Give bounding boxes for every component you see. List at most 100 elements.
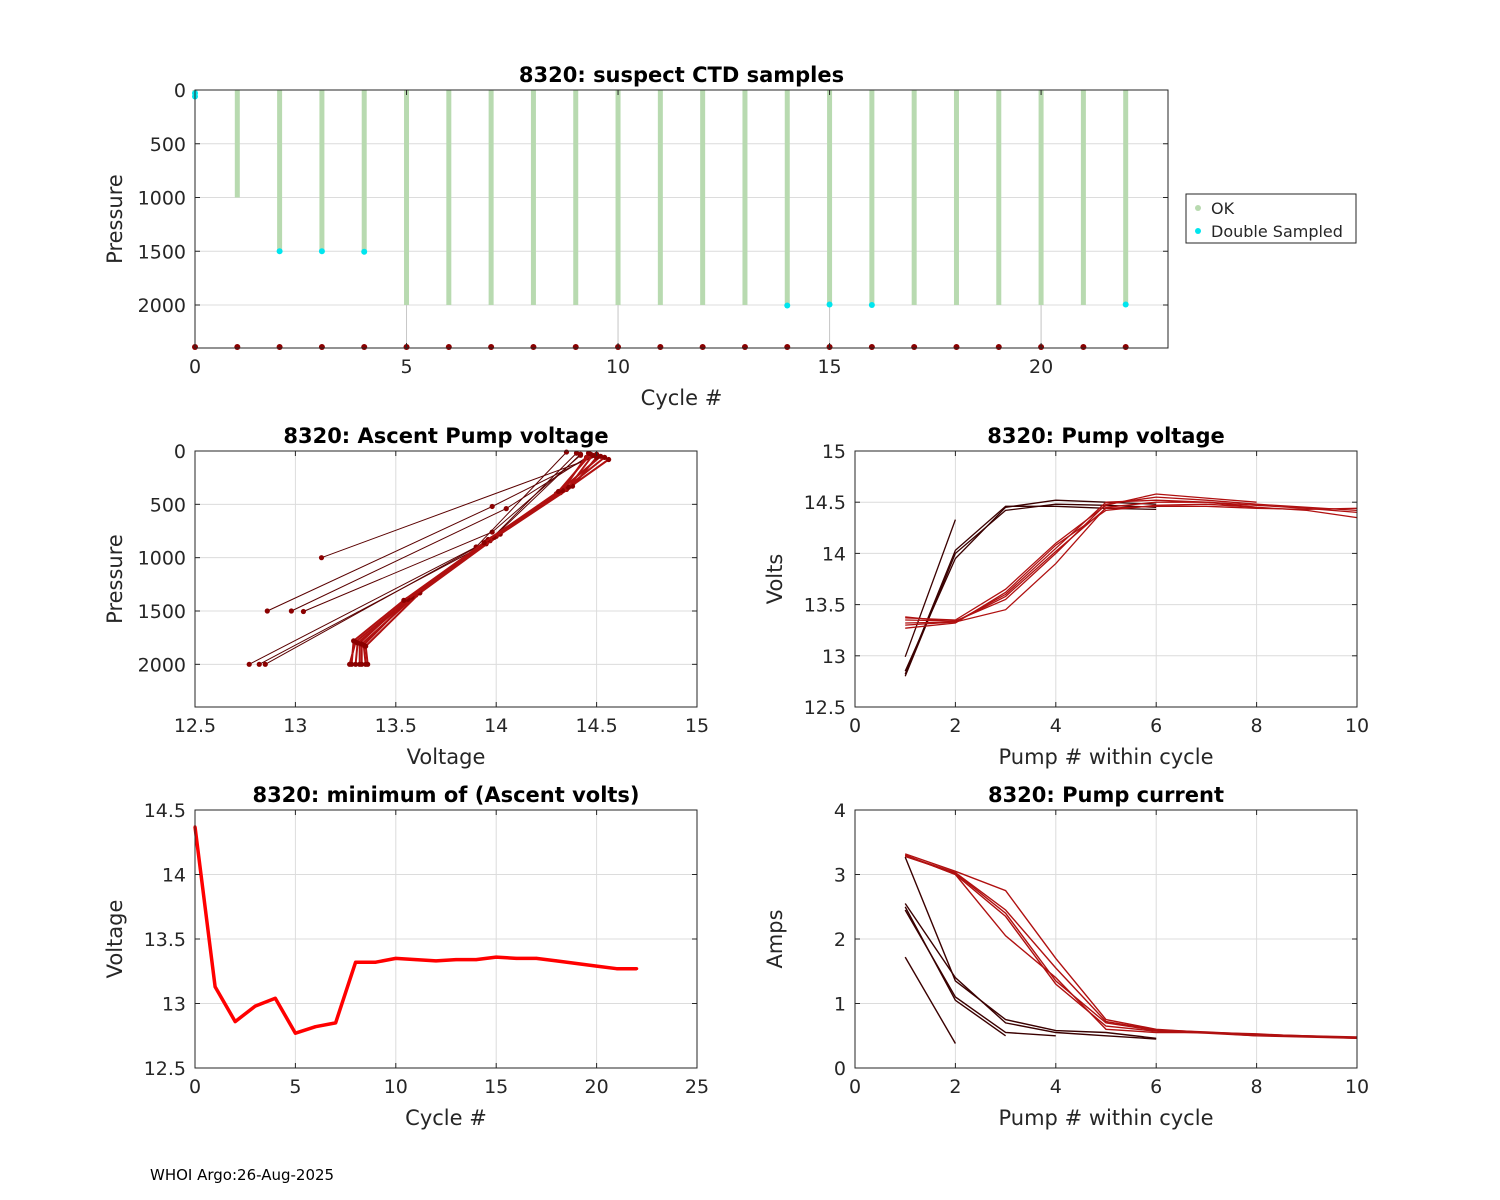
ascent-xtick-label: 13 <box>283 715 307 737</box>
pumpcurrent-ytick-label: 3 <box>834 865 846 887</box>
suspect-bottom-marker <box>995 344 1002 350</box>
pumpcurrent-frame: 0 2 4 6 8 10 0 1 2 3 4 8320: Pump current Pump # wit… <box>763 783 1369 1130</box>
suspect-double-sample <box>784 302 791 309</box>
ascent-series-line <box>321 455 597 559</box>
ascent-point <box>288 608 294 614</box>
suspect-bottom-marker <box>1080 344 1087 350</box>
suspect-xtick-label: 20 <box>1029 356 1053 378</box>
pumpcurrent-xtick-label: 2 <box>949 1076 961 1098</box>
suspect-plot <box>192 90 1129 350</box>
suspect-bottom-marker <box>488 344 495 350</box>
minvolt-axes-box <box>194 809 698 1069</box>
pumpcurrent-xtick-label: 0 <box>849 1076 861 1098</box>
suspect-bottom-marker <box>1122 344 1129 350</box>
minvolt-point <box>233 1020 237 1024</box>
suspect-xtick-label: 0 <box>189 356 201 378</box>
pumpcurrent-series-line <box>904 854 1257 1037</box>
legend-box <box>1185 193 1357 244</box>
ascent-point <box>555 488 562 495</box>
minvolt-point <box>334 1021 338 1025</box>
pumpcurrent-xtick-label: 4 <box>1050 1076 1062 1098</box>
minvolt-ytick-label: 14 <box>162 865 186 887</box>
ascent-point <box>587 451 594 457</box>
pumpvolt-ytick-label: 12.5 <box>804 697 846 719</box>
legend-ok-label: OK <box>1211 199 1235 218</box>
pumpvolt-plot <box>904 493 1358 677</box>
ascent-plot <box>246 449 612 667</box>
ascent-point <box>256 661 262 667</box>
pumpcurrent-title: 8320: Pump current <box>988 783 1224 807</box>
pumpcurrent-ytick-label: 1 <box>834 994 846 1016</box>
suspect-double-sample <box>318 248 325 255</box>
ascent-point <box>363 643 369 649</box>
ascent-point <box>573 450 580 456</box>
suspect-legend: OK Double Sampled <box>1185 193 1357 244</box>
minvolt-xtick-label: 5 <box>289 1076 301 1098</box>
ascent-ytick-label: 0 <box>174 441 186 463</box>
suspect-double-sample <box>826 301 833 308</box>
pumpvolt-series-line <box>904 503 1157 677</box>
minvolt-xtick-label: 10 <box>384 1076 408 1098</box>
suspect-xtick-label: 5 <box>400 356 412 378</box>
ascent-point <box>351 638 357 644</box>
pumpvolt-series-line <box>905 505 1358 624</box>
minvolt-point <box>554 959 558 963</box>
suspect-axes-box <box>194 89 1169 349</box>
ascent-point <box>503 506 509 512</box>
minvolt-point <box>414 958 418 962</box>
suspect-bottom-marker <box>657 344 664 350</box>
pumpvolt-ylabel: Volts <box>763 554 787 605</box>
ascent-point <box>349 661 355 667</box>
minvolt-point <box>595 964 599 968</box>
ascent-ytick-label: 2000 <box>138 654 186 676</box>
minvolt-ytick-label: 13.5 <box>144 929 186 951</box>
suspect-bottom-marker <box>953 344 960 350</box>
minvolt-point <box>253 1004 257 1008</box>
ascent-xtick-label: 15 <box>685 715 709 737</box>
ascent-point <box>262 661 268 667</box>
minvolt-point <box>293 1031 297 1035</box>
pumpcurrent-ylabel: Amps <box>763 909 787 968</box>
pumpcurrent-ytick-label: 2 <box>834 929 846 951</box>
suspect-bottom-marker <box>234 344 241 350</box>
suspect-bottom-marker <box>445 344 452 350</box>
pumpvolt-xtick-label: 4 <box>1050 715 1062 737</box>
pumpcurrent-axes: 0 2 4 6 8 10 0 1 2 3 4 8320: Pump current Pump # wit… <box>763 783 1369 1130</box>
pumpvolt-axes: 0 2 4 6 8 10 12.5 13 13.5 14 14.5 15 8320: Pump volt… <box>763 424 1369 769</box>
suspect-bottom-marker <box>361 344 368 350</box>
suspect-xtick-label: 15 <box>817 356 841 378</box>
suspect-ylabel: Pressure <box>103 174 127 264</box>
pumpcurrent-xtick-label: 6 <box>1150 1076 1162 1098</box>
suspect-xtick-label: 10 <box>606 356 630 378</box>
ascent-point <box>359 641 365 647</box>
suspect-axes: 0 5 10 15 20 0 500 1000 1500 2000 8320: suspect CT… <box>103 63 1169 410</box>
minvolt-point <box>354 960 358 964</box>
minvolt-point <box>494 955 498 959</box>
ascent-series-line <box>350 453 592 665</box>
minvolt-ytick-label: 13 <box>162 994 186 1016</box>
suspect-bottom-marker <box>868 344 875 350</box>
ascent-xtick-label: 14.5 <box>575 715 617 737</box>
suspect-bottom-marker <box>318 344 325 350</box>
suspect-frame: 0 5 10 15 20 0 500 1000 1500 2000 8320: suspect CT… <box>103 63 1169 410</box>
suspect-plot-area <box>195 90 1168 348</box>
pumpcurrent-xlabel: Pump # within cycle <box>999 1106 1214 1130</box>
ascent-axes: 12.5 13 13.5 14 14.5 15 0 500 1000 1500 2000 8320: … <box>103 424 709 769</box>
minvolt-ytick-label: 12.5 <box>144 1058 186 1080</box>
ascent-xtick-label: 13.5 <box>375 715 417 737</box>
ascent-point <box>481 540 487 546</box>
minvolt-point <box>394 956 398 960</box>
suspect-xlabel: Cycle # <box>641 386 723 410</box>
legend-double-marker <box>1195 228 1201 234</box>
ascent-point <box>246 661 252 667</box>
ascent-xlabel: Voltage <box>407 745 486 769</box>
ascent-point <box>598 453 604 459</box>
minvolt-point <box>635 967 639 971</box>
ascent-point <box>401 597 407 603</box>
pumpcurrent-xtick-label: 8 <box>1251 1076 1263 1098</box>
suspect-double-sample <box>276 248 283 255</box>
ascent-point <box>606 456 612 463</box>
pumpcurrent-ytick-label: 4 <box>834 800 846 822</box>
ascent-point <box>300 608 307 615</box>
